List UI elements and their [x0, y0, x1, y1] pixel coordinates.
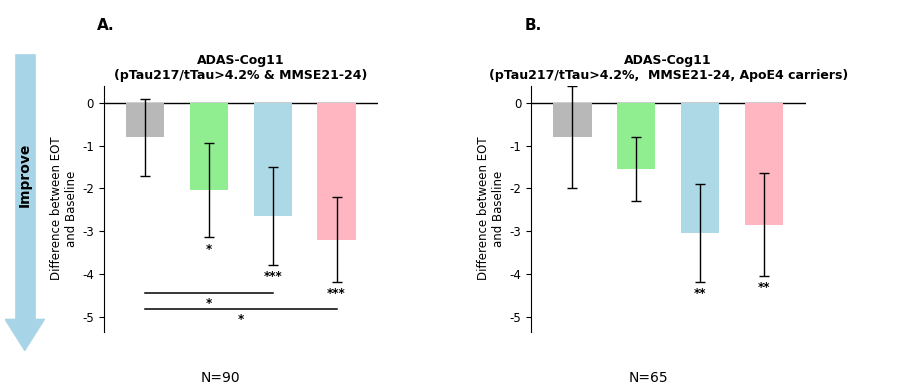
Text: N=65: N=65 — [628, 370, 668, 385]
Polygon shape — [4, 319, 45, 351]
Bar — [681, 103, 719, 233]
Text: *: * — [206, 243, 212, 255]
Text: ***: *** — [327, 287, 346, 300]
Text: ***: *** — [264, 270, 282, 284]
Text: *: * — [206, 297, 212, 310]
Text: *: * — [238, 313, 244, 326]
Polygon shape — [14, 53, 35, 319]
Text: **: ** — [694, 287, 706, 300]
Bar — [318, 103, 356, 239]
Title: ADAS-Cog11
(pTau217/tTau>4.2% & MMSE21-24): ADAS-Cog11 (pTau217/tTau>4.2% & MMSE21-2… — [114, 54, 367, 82]
Legend: Placebo, 7.5mg, 15mg, 30mg: Placebo, 7.5mg, 15mg, 30mg — [536, 105, 617, 179]
Text: **: ** — [758, 281, 770, 294]
Text: B.: B. — [525, 18, 542, 32]
Bar — [617, 103, 655, 169]
Bar — [554, 103, 591, 137]
Bar — [190, 103, 228, 190]
Text: A.: A. — [97, 18, 115, 32]
Bar — [254, 103, 292, 216]
Bar — [745, 103, 783, 225]
Bar — [126, 103, 164, 137]
Text: Improve: Improve — [18, 143, 32, 207]
Y-axis label: Difference between EOT
and Baseline: Difference between EOT and Baseline — [50, 137, 77, 280]
Text: N=90: N=90 — [201, 370, 240, 385]
Title: ADAS-Cog11
(pTau217/tTau>4.2%,  MMSE21-24, ApoE4 carriers): ADAS-Cog11 (pTau217/tTau>4.2%, MMSE21-24… — [489, 54, 848, 82]
Y-axis label: Difference between EOT
and Baseline: Difference between EOT and Baseline — [477, 137, 505, 280]
